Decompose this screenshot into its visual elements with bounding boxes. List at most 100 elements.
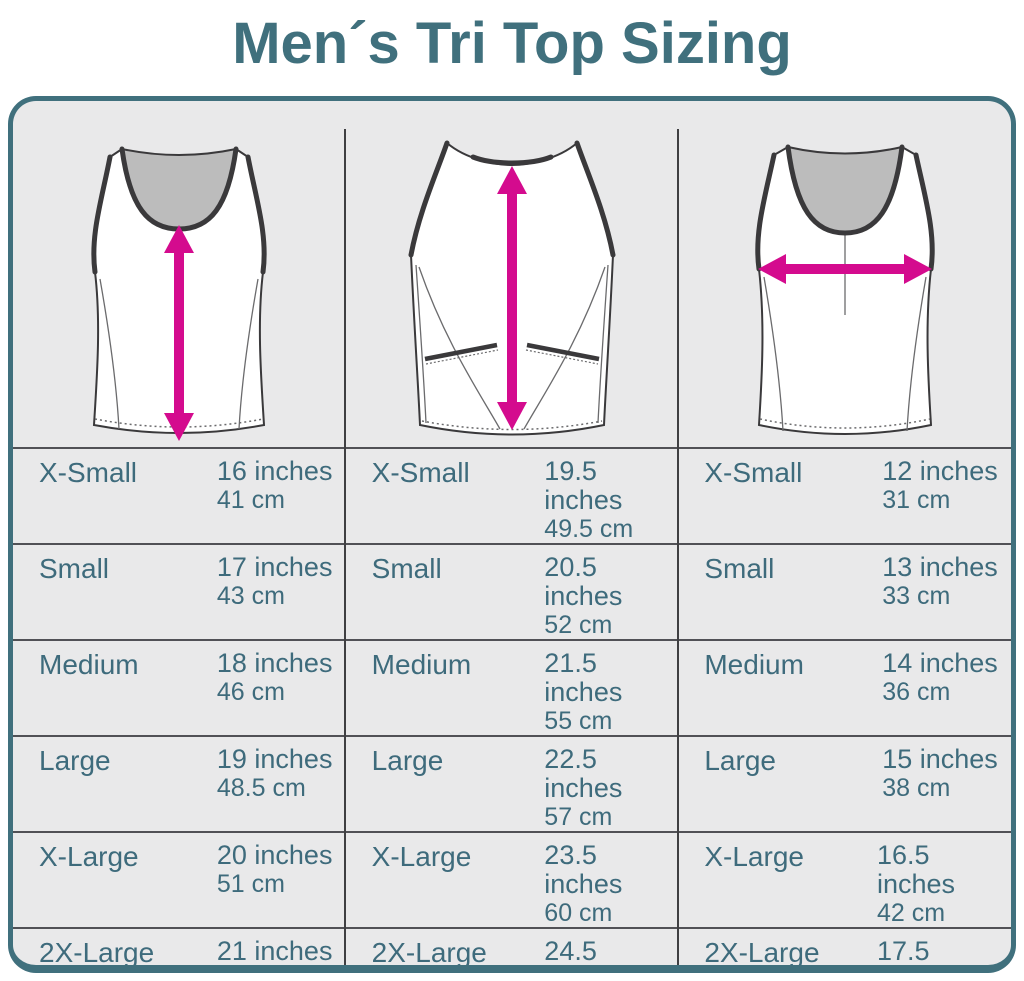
- measurement-value: 18 inches 46 cm: [216, 648, 333, 707]
- size-row-small: Small 17 inches 43 cm Small 20.5 inches 52…: [13, 543, 1011, 639]
- back-length-cell: Medium 21.5 inches 55 cm: [346, 641, 679, 736]
- cm-value: 42 cm: [876, 899, 946, 927]
- inches-value: 17 inches: [216, 552, 333, 582]
- size-row-xlarge: X-Large 20 inches 51 cm X-Large 23.5 inch…: [13, 831, 1011, 927]
- front-length-cell: X-Large 20 inches 51 cm: [13, 833, 346, 927]
- back-length-cell: X-Small 19.5 inches 49.5 cm: [346, 449, 679, 544]
- tri-top-front-illustration: [91, 146, 267, 441]
- measurement-value: 22.5 inches 57 cm: [544, 744, 678, 832]
- pocket-opening: [424, 342, 498, 362]
- back-length-cell: 2X-Large 24.5 inches62.5 cm: [346, 929, 679, 968]
- size-label: Small: [39, 553, 110, 584]
- chest-width-cell: Large 15 inches 38 cm: [678, 737, 1011, 831]
- size-label: Small: [704, 553, 775, 584]
- front-length-cell: Large 19 inches 48.5 cm: [13, 737, 346, 831]
- inches-value: 16.5 inches: [876, 840, 956, 899]
- cm-value: 48.5 cm: [216, 774, 306, 802]
- measurement-value: 15 inches 38 cm: [882, 744, 998, 803]
- chest-width-cell: Small 13 inches 33 cm: [678, 545, 1011, 639]
- chest-width-arrow-icon: [757, 254, 932, 284]
- measurement-value: 20.5 inches 52 cm: [544, 552, 678, 640]
- front-length-cell: Medium 18 inches 46 cm: [13, 641, 346, 735]
- inches-value: 19.5 inches: [544, 456, 623, 515]
- cm-value: 46 cm: [216, 678, 285, 706]
- back-length-cell: Small 20.5 inches 52 cm: [346, 545, 679, 640]
- chest-view-slot: [678, 101, 1011, 447]
- measurement-value: 19.5 inches 49.5 cm: [544, 456, 678, 544]
- back-view-slot: [346, 101, 679, 447]
- chest-width-cell: Medium 14 inches 36 cm: [678, 641, 1011, 735]
- size-label: X-Small: [704, 457, 803, 488]
- size-row-xsmall: X-Small 16 inches 41 cm X-Small 19.5 inch…: [13, 447, 1011, 543]
- measurement-value: 19 inches 48.5 cm: [216, 744, 333, 803]
- inches-value: 14 inches: [882, 648, 998, 678]
- cm-value: 52 cm: [544, 611, 613, 639]
- inches-value: 24.5 inches: [544, 936, 597, 966]
- cm-value: 41 cm: [216, 486, 285, 514]
- cm-value: 51 cm: [216, 870, 285, 898]
- chest-width-cell: X-Small 12 inches 31 cm: [678, 449, 1011, 543]
- cm-value: 33 cm: [882, 582, 951, 610]
- size-label: Large: [371, 745, 444, 776]
- cm-value: 60 cm: [544, 899, 613, 927]
- chest-width-cell: X-Large 16.5 inches 42 cm: [678, 833, 1011, 928]
- inches-value: 23.5 inches: [544, 840, 623, 899]
- inches-value: 15 inches: [882, 744, 998, 774]
- size-label: 2X-Large: [39, 937, 155, 968]
- cm-value: 57 cm: [544, 803, 613, 831]
- front-length-arrow-icon: [164, 225, 195, 441]
- size-row-large: Large 19 inches 48.5 cm Large 22.5 inches…: [13, 735, 1011, 831]
- tri-top-front-zip-illustration: [754, 144, 935, 435]
- front-view-slot: [13, 101, 346, 447]
- cm-value: 53.5 cm: [217, 966, 333, 973]
- inches-value: 20.5 inches: [544, 552, 623, 611]
- back-length-arrow-icon: [497, 166, 527, 430]
- measurement-value: 16.5 inches 42 cm: [876, 840, 1011, 928]
- inches-value: 21.5 inches: [544, 648, 623, 707]
- size-label: 2X-Large: [704, 937, 820, 968]
- cm-value: 31 cm: [882, 486, 951, 514]
- inches-value: 16 inches: [216, 456, 333, 486]
- measurement-value: 13 inches 33 cm: [882, 552, 998, 611]
- inches-value: 19 inches: [216, 744, 333, 774]
- cm-value: 55 cm: [544, 707, 613, 735]
- inches-value: 21 inches: [216, 936, 333, 966]
- size-table: X-Small 16 inches 41 cm X-Small 19.5 inch…: [13, 447, 1011, 965]
- cm-value: 38 cm: [882, 774, 951, 802]
- inches-value: 17.5 inches: [876, 936, 930, 966]
- measurement-value: 17 inches 43 cm: [216, 552, 333, 611]
- inches-value: 12 inches: [882, 456, 998, 486]
- pocket-opening: [526, 342, 600, 362]
- size-label: X-Large: [704, 841, 804, 872]
- front-length-cell: 2X-Large 21 inches53.5 cm: [13, 929, 346, 973]
- cm-value: 36 cm: [882, 678, 951, 706]
- front-length-cell: Small 17 inches 43 cm: [13, 545, 346, 639]
- size-label: Medium: [39, 649, 139, 680]
- inches-value: 22.5 inches: [544, 744, 623, 803]
- back-length-cell: Large 22.5 inches 57 cm: [346, 737, 679, 832]
- garment-illustrations: [13, 101, 1011, 447]
- front-length-cell: X-Small 16 inches 41 cm: [13, 449, 346, 543]
- measurement-value: 12 inches 31 cm: [882, 456, 998, 515]
- size-label: Large: [39, 745, 111, 776]
- measurement-value: 24.5 inches62.5 cm: [544, 936, 678, 966]
- inches-value: 13 inches: [882, 552, 998, 582]
- column-divider: [344, 129, 346, 965]
- chest-width-cell: 2X-Large 17.5 inches44.5cm: [678, 929, 1011, 968]
- size-label: Medium: [371, 649, 472, 680]
- measurement-value: 21 inches53.5 cm: [216, 936, 333, 973]
- size-label: X-Small: [371, 457, 470, 488]
- size-row-medium: Medium 18 inches 46 cm Medium 21.5 inches…: [13, 639, 1011, 735]
- size-label: Medium: [704, 649, 804, 680]
- inches-value: 18 inches: [216, 648, 333, 678]
- inches-value: 20 inches: [216, 840, 333, 870]
- sizing-card: X-Small 16 inches 41 cm X-Small 19.5 inch…: [8, 96, 1016, 973]
- size-row-2xlarge: 2X-Large 21 inches53.5 cm 2X-Large 24.5 …: [13, 927, 1011, 973]
- size-label: X-Large: [371, 841, 472, 872]
- size-label: X-Large: [39, 841, 139, 872]
- measurement-value: 16 inches 41 cm: [216, 456, 333, 515]
- size-label: 2X-Large: [371, 937, 487, 968]
- measurement-value: 17.5 inches44.5cm: [876, 936, 1011, 966]
- column-divider: [677, 129, 679, 965]
